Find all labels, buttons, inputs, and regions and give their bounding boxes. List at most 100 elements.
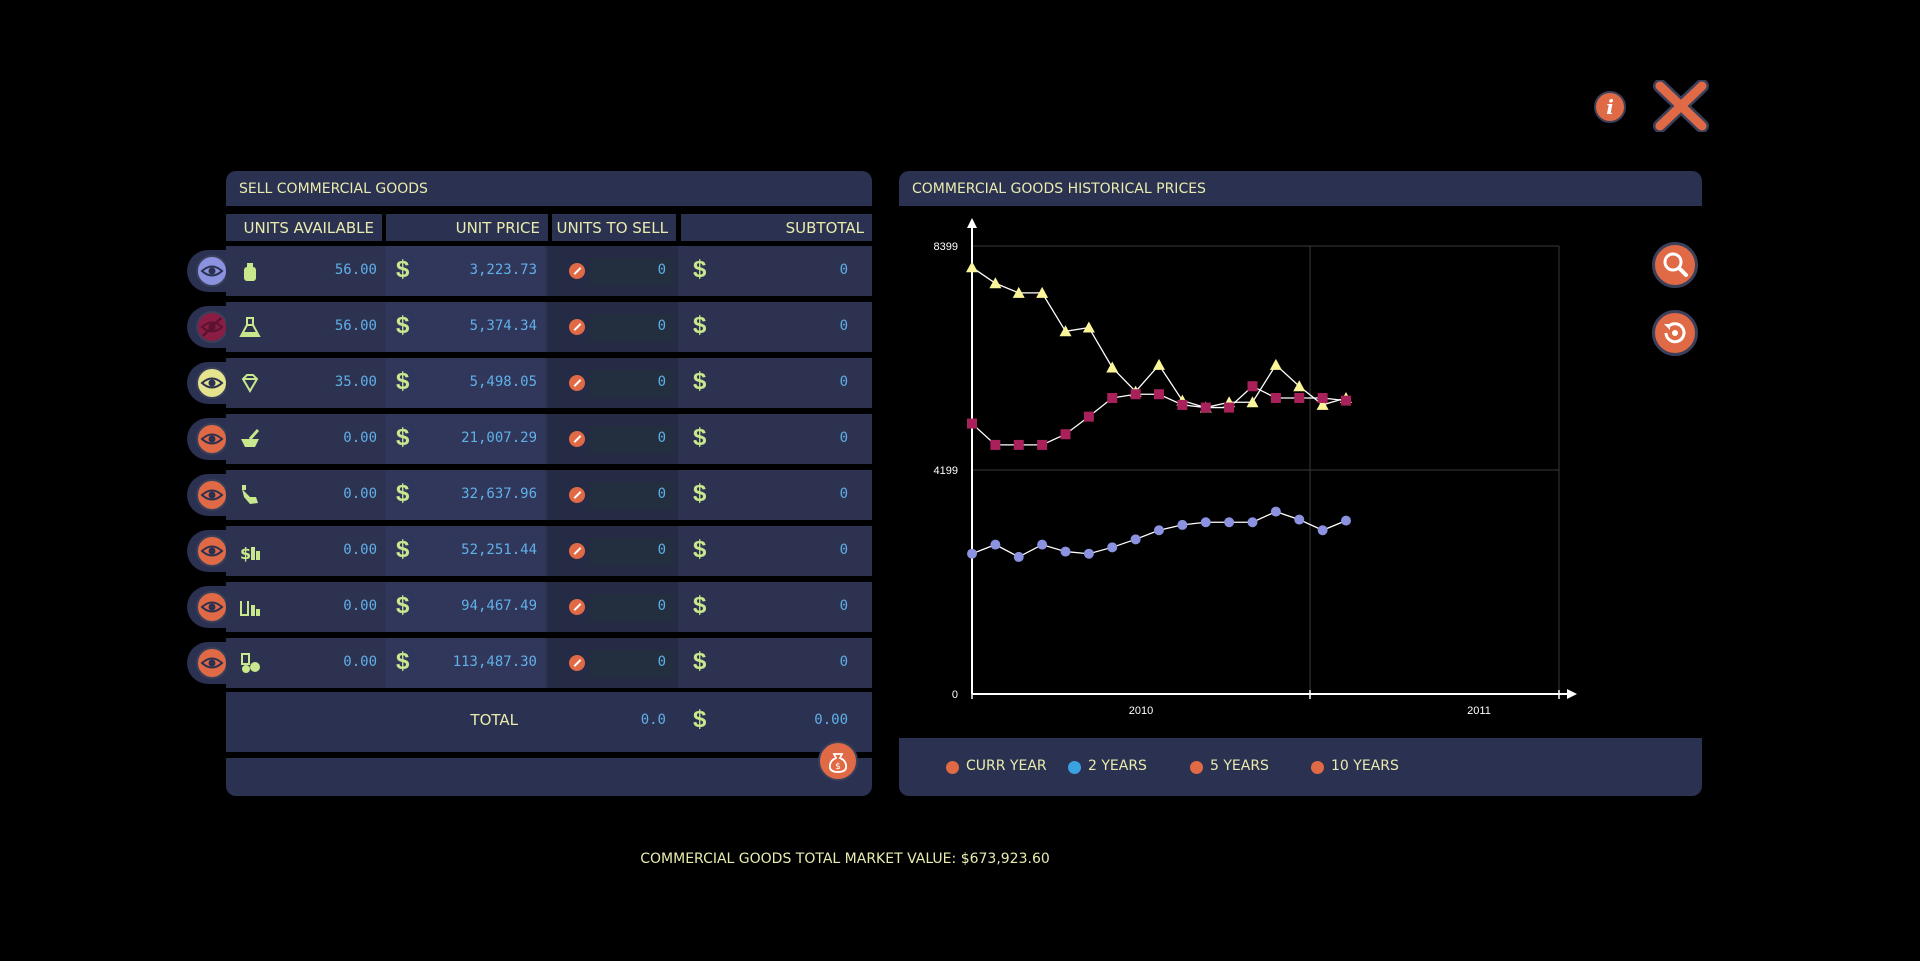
eye-icon[interactable]: [192, 251, 232, 291]
close-icon: [1653, 80, 1709, 132]
edit-icon[interactable]: [569, 599, 585, 615]
cell-units-to-sell: 0: [547, 302, 678, 352]
sell-panel-title: SELL COMMERCIAL GOODS: [226, 171, 872, 206]
data-point: [1224, 517, 1235, 528]
units-to-sell-input[interactable]: [589, 370, 673, 397]
currency-symbol: $: [693, 536, 707, 563]
cell-units-to-sell: 0: [547, 638, 678, 688]
data-point: [1130, 534, 1141, 545]
units-to-sell-input[interactable]: [589, 314, 673, 341]
edit-icon[interactable]: [569, 375, 585, 391]
data-point: [1224, 402, 1235, 413]
flask-icon: [239, 317, 261, 337]
legend-dot-icon: [946, 761, 959, 774]
hand-icon: [242, 485, 258, 504]
data-point: [1270, 506, 1281, 517]
data-point: [1341, 395, 1351, 406]
cell-units-to-sell: 0: [547, 246, 678, 296]
unit-price-value: 5,374.34: [469, 318, 537, 334]
cell-units-to-sell: 0: [547, 414, 678, 464]
data-point: [1200, 402, 1211, 413]
edit-icon[interactable]: [569, 319, 585, 335]
currency-symbol: $: [396, 368, 410, 395]
units-to-sell-value: 0: [657, 262, 666, 278]
unit-price-value: 52,251.44: [461, 542, 537, 558]
legend-dot-icon: [1068, 761, 1081, 774]
total-value: 0.00: [814, 712, 848, 728]
total-units: 0.0: [640, 712, 666, 728]
reset-zoom-button[interactable]: [1652, 310, 1698, 356]
sell-button[interactable]: $: [818, 741, 858, 781]
cell-subtotal: $ 0: [680, 526, 872, 576]
subtotal-value: 0: [839, 598, 848, 614]
data-point: [989, 277, 1002, 289]
currency-symbol: $: [396, 424, 410, 451]
col-units-available: UNITS AVAILABLE: [226, 214, 382, 241]
data-point: [1036, 286, 1049, 298]
units-available-value: 56.00: [334, 262, 377, 278]
edit-icon[interactable]: [569, 543, 585, 559]
units-to-sell-value: 0: [657, 542, 666, 558]
zoom-button[interactable]: [1652, 242, 1698, 288]
legend-label: 5 YEARS: [1210, 758, 1269, 774]
y-tick-label: 4199: [934, 465, 958, 477]
units-available-value: 0.00: [343, 598, 377, 614]
x-tick-label: 2010: [1129, 705, 1153, 717]
data-point: [1037, 439, 1048, 450]
data-point: [1270, 392, 1281, 403]
unit-price-value: 5,498.05: [469, 374, 537, 390]
units-available-value: 0.00: [343, 654, 377, 670]
currency-symbol: $: [693, 648, 707, 675]
edit-icon[interactable]: [569, 431, 585, 447]
data-point: [1082, 321, 1095, 333]
units-to-sell-input[interactable]: [589, 538, 673, 565]
table-row: 56.00 $ 5,374.34 0 $ 0: [226, 302, 872, 352]
table-row: 0.00 $ 113,487.30 0 $ 0: [226, 638, 872, 688]
data-point: [990, 439, 1001, 450]
units-to-sell-input[interactable]: [589, 482, 673, 509]
table-row: 56.00 $ 3,223.73 0 $ 0: [226, 246, 872, 296]
data-point: [1316, 398, 1329, 410]
currency-symbol: $: [396, 256, 410, 283]
cell-subtotal: $ 0: [680, 470, 872, 520]
units-to-sell-input[interactable]: [589, 650, 673, 677]
currency-symbol: $: [396, 480, 410, 507]
units-available-value: 35.00: [334, 374, 377, 390]
units-to-sell-input[interactable]: [589, 426, 673, 453]
cell-subtotal: $ 0: [680, 246, 872, 296]
data-point: [1317, 525, 1328, 536]
data-point: [1106, 361, 1119, 373]
legend-label: 10 YEARS: [1331, 758, 1399, 774]
table-row: 0.00 $ 32,637.96 0 $ 0: [226, 470, 872, 520]
units-available-value: 0.00: [343, 430, 377, 446]
data-point: [1246, 396, 1259, 408]
edit-icon[interactable]: [569, 487, 585, 503]
units-available-value: 0.00: [343, 542, 377, 558]
eye-icon[interactable]: [192, 419, 232, 459]
refresh-icon: [1664, 322, 1686, 344]
info-button[interactable]: i: [1594, 91, 1626, 123]
eye-icon[interactable]: [192, 363, 232, 403]
edit-icon[interactable]: [569, 263, 585, 279]
data-point: [1083, 411, 1094, 422]
units-to-sell-input[interactable]: [589, 258, 673, 285]
data-point: [1200, 517, 1211, 528]
data-point: [1317, 392, 1328, 403]
data-point: [990, 539, 1001, 550]
data-point: [1013, 551, 1024, 562]
cell-subtotal: $ 0: [680, 638, 872, 688]
svg-text:$: $: [240, 544, 251, 563]
col-unit-price: UNIT PRICE: [386, 214, 548, 241]
units-to-sell-input[interactable]: [589, 594, 673, 621]
data-point: [1083, 548, 1094, 559]
cell-units-to-sell: 0: [547, 358, 678, 408]
data-point: [1154, 389, 1164, 400]
eye-icon[interactable]: [192, 531, 232, 571]
edit-icon[interactable]: [569, 655, 585, 671]
unit-price-value: 94,467.49: [461, 598, 537, 614]
unit-price-value: 21,007.29: [461, 430, 537, 446]
close-button[interactable]: [1652, 80, 1710, 132]
units-to-sell-value: 0: [657, 654, 666, 670]
data-point: [1107, 392, 1118, 403]
data-point: [1012, 286, 1025, 298]
